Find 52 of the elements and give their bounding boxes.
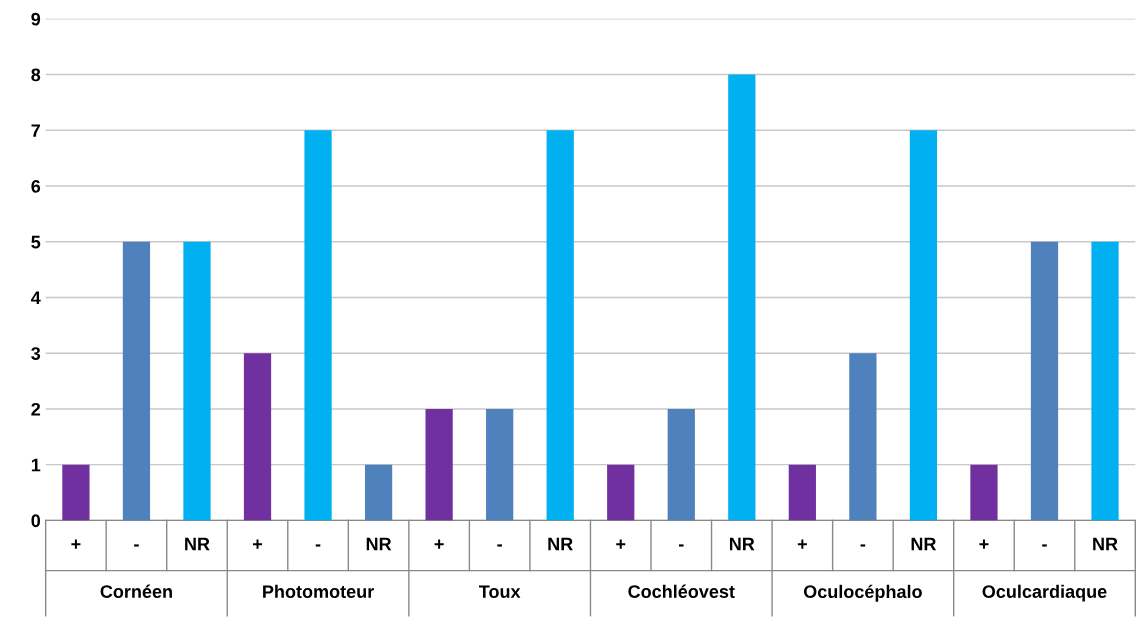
bar [728, 74, 756, 521]
x-tick-label: + [434, 539, 444, 549]
x-tick-label: NR [366, 537, 392, 551]
y-tick-label: 6 [31, 179, 41, 193]
y-tick-label: 9 [31, 12, 41, 26]
bar [122, 241, 151, 521]
bar [183, 241, 211, 521]
bar [1030, 241, 1059, 521]
bar [970, 464, 998, 521]
bar [849, 353, 877, 521]
bar [607, 464, 635, 521]
y-tick-label: 4 [31, 291, 41, 305]
x-tick-label: NR [911, 537, 937, 551]
x-tick-label: + [71, 539, 81, 549]
x-tick-label: + [979, 539, 989, 549]
bar [425, 408, 453, 521]
text: Oculocéphalo [803, 584, 922, 602]
bar [62, 464, 90, 521]
x-tick-label: NR [548, 537, 573, 551]
bar [909, 130, 938, 521]
x-tick-label: + [797, 539, 807, 549]
y-tick-label: 8 [31, 68, 41, 82]
x-tick-label: - [1042, 544, 1047, 547]
bar [667, 408, 695, 521]
bar [1091, 241, 1119, 521]
y-tick-label: 3 [31, 347, 41, 360]
x-tick-label: - [860, 544, 866, 547]
text: Cochléovest [628, 584, 735, 598]
x-tick-label: + [616, 539, 626, 549]
y-tick-label: 1 [31, 458, 41, 472]
text: Cornéen [100, 584, 172, 598]
x-tick-label: - [315, 544, 321, 547]
x-tick-label: NR [729, 537, 755, 551]
y-tick-label: 2 [31, 402, 41, 416]
x-tick-label: - [497, 544, 502, 547]
bar [364, 464, 393, 521]
x-tick-label: - [134, 544, 139, 547]
bar [304, 130, 332, 521]
text: Photomoteur [263, 584, 374, 598]
y-tick-label: 7 [31, 124, 40, 137]
bar [788, 464, 816, 521]
x-tick-label: + [253, 539, 263, 549]
bar [243, 353, 272, 521]
y-tick-label: 0 [31, 514, 41, 528]
text: Oculcardiaque [982, 584, 1107, 602]
y-tick-label: 5 [31, 235, 41, 249]
x-tick-label: - [678, 544, 684, 547]
x-tick-label: NR [185, 537, 210, 551]
x-tick-label: NR [1093, 537, 1118, 551]
bar [486, 408, 514, 521]
text: Toux [478, 585, 521, 598]
bar [546, 130, 574, 521]
